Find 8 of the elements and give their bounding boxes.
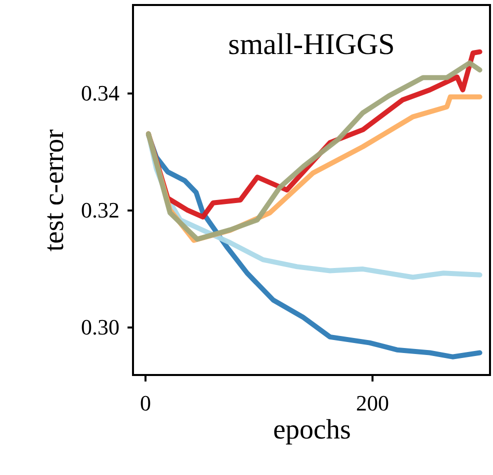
x-tick-label: 0: [140, 390, 152, 416]
x-tick-label: 200: [356, 390, 389, 416]
y-tick-label: 0.32: [81, 197, 120, 222]
y-tick-label: 0.34: [81, 80, 120, 106]
y-axis-title: test c-error: [39, 128, 70, 252]
text: small-HIGGS: [228, 28, 395, 61]
y-tick-label: 0.30: [81, 314, 120, 340]
x-axis-title: epochs: [273, 414, 351, 446]
